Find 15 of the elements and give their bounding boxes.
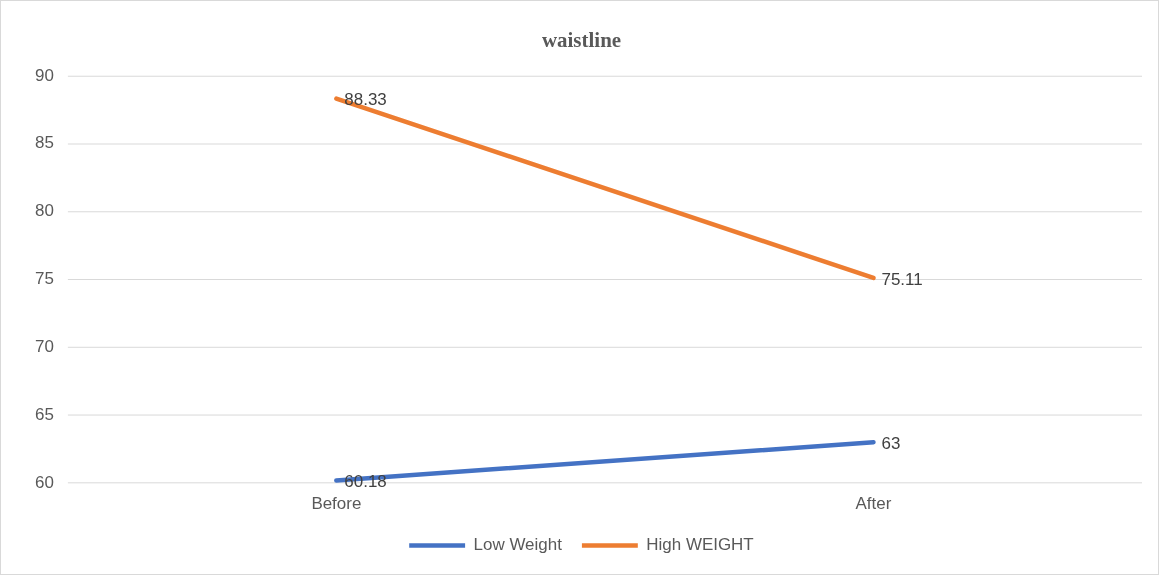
y-tick-label: 90 <box>34 65 54 85</box>
y-tick-label: 65 <box>34 404 54 424</box>
legend-label: Low Weight <box>473 535 563 555</box>
chart-title: waistline <box>541 27 622 52</box>
data-label: 75.11 <box>881 269 923 289</box>
data-label: 88.33 <box>344 90 387 110</box>
y-tick-label: 75 <box>34 269 54 289</box>
y-tick-label: 60 <box>34 472 54 492</box>
y-tick-label: 85 <box>34 133 54 153</box>
x-tick-label: Before <box>311 493 362 513</box>
legend-label: High WEIGHT <box>646 535 754 555</box>
y-tick-label: 70 <box>34 336 54 356</box>
x-tick-label: After <box>855 493 892 513</box>
data-label: 63 <box>881 433 901 453</box>
y-tick-label: 80 <box>34 201 54 221</box>
